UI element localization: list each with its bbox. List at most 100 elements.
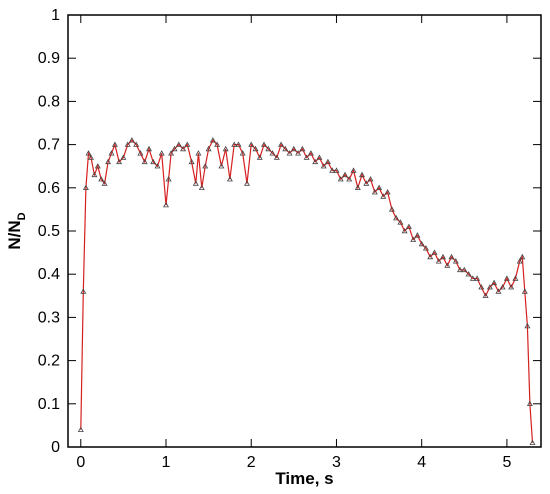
data-point — [452, 258, 459, 264]
data-point — [192, 180, 199, 186]
data-point — [444, 262, 451, 268]
data-point — [486, 284, 493, 290]
data-point — [195, 150, 202, 156]
data-point — [529, 439, 536, 445]
data-point — [120, 154, 127, 160]
data-point — [171, 145, 178, 152]
y-tick-label: 0.6 — [38, 180, 60, 197]
data-point — [158, 150, 165, 156]
data-point — [244, 180, 250, 186]
data-point — [108, 150, 115, 156]
data-point — [519, 253, 526, 260]
data-point — [457, 266, 463, 273]
y-tick-label: 0.1 — [38, 396, 60, 413]
data-point — [261, 141, 267, 147]
data-point — [397, 219, 404, 225]
data-point — [329, 167, 336, 173]
y-axis-label-subscript: D — [16, 212, 28, 220]
data-point — [88, 154, 94, 160]
data-point — [320, 163, 327, 169]
data-point — [491, 279, 498, 286]
data-point — [410, 236, 417, 242]
data-point — [495, 288, 502, 294]
data-point — [205, 145, 212, 152]
data-point — [209, 137, 216, 143]
data-point — [256, 154, 263, 160]
data-point — [499, 284, 506, 290]
data-point — [124, 141, 131, 147]
x-tick-label: 1 — [162, 454, 171, 471]
data-point — [226, 176, 233, 182]
data-point — [184, 141, 191, 147]
y-axis-label: N/N — [5, 220, 24, 249]
data-point — [141, 158, 148, 165]
y-tick-label: 0.5 — [38, 223, 60, 240]
data-point — [367, 176, 374, 182]
data-point — [235, 141, 242, 147]
data-point — [512, 275, 519, 281]
data-point — [116, 158, 123, 165]
data-point — [248, 141, 255, 147]
data-point — [503, 275, 510, 281]
data-point — [427, 253, 434, 260]
data-point — [286, 150, 293, 156]
data-point — [482, 292, 489, 298]
data-point — [346, 176, 353, 182]
plot-area — [67, 14, 542, 448]
data-point — [202, 163, 209, 169]
data-point — [465, 271, 472, 277]
data-point — [324, 158, 331, 165]
x-tick-label: 2 — [247, 454, 256, 471]
data-point — [524, 322, 531, 329]
data-point — [461, 266, 468, 273]
y-tick-label: 0 — [51, 439, 60, 456]
data-point — [418, 240, 425, 247]
data-point — [133, 141, 140, 147]
y-tick-label: 1 — [51, 7, 60, 24]
svg-text:N/ND: N/ND — [5, 212, 28, 249]
data-point — [363, 180, 370, 186]
data-point — [478, 284, 485, 290]
data-point — [105, 158, 112, 165]
x-axis-ticks: 0 1 2 3 4 5 — [76, 15, 511, 471]
data-point — [168, 150, 175, 156]
y-tick-label: 0.3 — [38, 309, 60, 326]
data-point — [295, 150, 302, 156]
y-axis-label-group: N/ND — [5, 212, 28, 249]
y-tick-label: 0.4 — [38, 266, 60, 283]
data-point — [278, 141, 285, 147]
data-point — [188, 158, 195, 165]
data-point — [388, 206, 395, 212]
data-point — [198, 184, 205, 190]
data-point — [175, 141, 182, 147]
data-point — [316, 154, 323, 160]
y-tick-label: 0.9 — [38, 50, 60, 67]
x-tick-label: 0 — [76, 454, 85, 471]
data-point — [273, 154, 280, 160]
data-point — [380, 193, 387, 199]
data-point — [214, 141, 221, 147]
data-point — [307, 150, 314, 156]
data-point — [231, 141, 238, 147]
series-layer — [77, 137, 536, 445]
data-point — [239, 150, 246, 156]
y-tick-label: 0.8 — [38, 93, 60, 110]
data-point — [469, 275, 476, 281]
data-point — [80, 288, 87, 294]
data-point — [165, 176, 172, 182]
data-point — [163, 201, 169, 208]
data-point — [440, 253, 446, 260]
data-point — [222, 145, 229, 152]
data-point — [128, 137, 135, 143]
data-point — [252, 145, 259, 152]
data-point — [154, 163, 161, 169]
data-point — [98, 176, 105, 182]
data-point — [401, 227, 408, 234]
data-point — [354, 184, 361, 190]
data-point — [111, 141, 118, 147]
data-point — [218, 163, 225, 169]
data-point — [290, 145, 297, 152]
data-point — [393, 214, 400, 221]
data-point — [376, 184, 383, 190]
